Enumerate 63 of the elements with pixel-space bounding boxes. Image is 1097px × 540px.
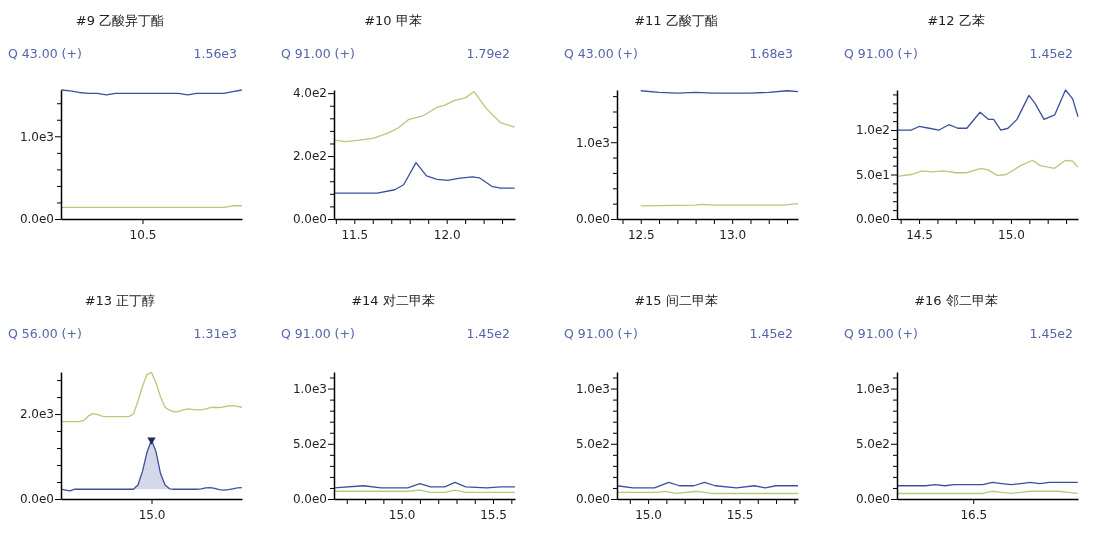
chart-title: #12 乙苯: [927, 13, 985, 28]
chart-title: #15 间二甲苯: [634, 293, 718, 308]
y-tick-label: 4.0e2: [292, 86, 327, 101]
x-tick-label: 15.0: [635, 507, 662, 522]
y-tick-label: 5.0e1: [855, 167, 890, 182]
y-tick-label: 0.0e0: [575, 212, 610, 227]
x-tick-label: 12.0: [433, 227, 461, 242]
chart-title: #14 对二甲苯: [351, 293, 435, 308]
text: Q 43.00 (+): [8, 46, 82, 61]
x-tick-label: 15.0: [138, 507, 166, 522]
text: Q 91.00 (+): [844, 326, 918, 341]
y-tick-label: 0.0e0: [19, 492, 54, 507]
line-series: [896, 159, 1079, 177]
x-tick-label: 10.5: [129, 227, 157, 242]
line-series: [334, 162, 516, 194]
chart-title: #16 邻二甲苯: [914, 293, 998, 308]
y-tick-label: 0.0e0: [855, 492, 890, 507]
text: 1.56e3: [193, 46, 237, 61]
text: 1.79e2: [466, 46, 510, 61]
chart-title: #13 正丁醇: [84, 293, 156, 308]
y-tick-label: 1.0e3: [575, 381, 610, 396]
y-tick-label: 1.0e2: [855, 123, 890, 138]
y-tick-label: 1.0e3: [19, 129, 54, 144]
line-series: [60, 371, 243, 423]
text: 1.45e2: [1029, 46, 1073, 61]
text: 1.68e3: [749, 46, 793, 61]
y-tick-label: 5.0e2: [575, 437, 610, 452]
chart-title: #10 甲苯: [364, 13, 422, 28]
text: 1.31e3: [193, 326, 237, 341]
y-tick-label: 5.0e2: [855, 437, 890, 452]
x-tick-label: 13.0: [719, 227, 747, 242]
x-tick-label: 14.5: [906, 227, 933, 242]
text: Q 43.00 (+): [564, 46, 638, 61]
text: 1.45e2: [466, 326, 510, 341]
y-tick-label: 5.0e2: [292, 437, 327, 452]
y-tick-label: 0.0e0: [855, 212, 890, 227]
text: Q 91.00 (+): [281, 326, 355, 341]
text: Q 91.00 (+): [844, 46, 918, 61]
line-series: [334, 90, 516, 143]
text: Q 91.00 (+): [564, 326, 638, 341]
y-tick-label: 0.0e0: [292, 212, 327, 227]
y-tick-label: 2.0e2: [292, 149, 327, 164]
y-tick-label: 0.0e0: [292, 492, 327, 507]
chart-title: #11 乙酸丁酯: [634, 13, 718, 28]
y-tick-label: 0.0e0: [575, 492, 610, 507]
chart-title: #9 乙酸异丁酯: [75, 13, 165, 28]
text: 1.45e2: [1029, 326, 1073, 341]
text: 1.45e2: [749, 326, 793, 341]
y-tick-label: 1.0e3: [575, 135, 610, 150]
x-tick-label: 15.5: [726, 507, 754, 522]
x-tick-label: 16.5: [960, 507, 988, 522]
line-series: [896, 89, 1079, 131]
y-tick-label: 0.0e0: [19, 212, 54, 227]
y-tick-label: 1.0e3: [292, 381, 327, 396]
x-tick-label: 11.5: [341, 227, 369, 242]
y-tick-label: 2.0e3: [19, 407, 54, 422]
text: Q 56.00 (+): [8, 326, 82, 341]
y-tick-label: 1.0e3: [855, 381, 890, 396]
x-tick-label: 15.5: [480, 507, 507, 522]
x-tick-label: 15.0: [388, 507, 416, 522]
x-tick-label: 15.0: [998, 227, 1025, 242]
text: Q 91.00 (+): [281, 46, 355, 61]
x-tick-label: 12.5: [627, 227, 655, 242]
